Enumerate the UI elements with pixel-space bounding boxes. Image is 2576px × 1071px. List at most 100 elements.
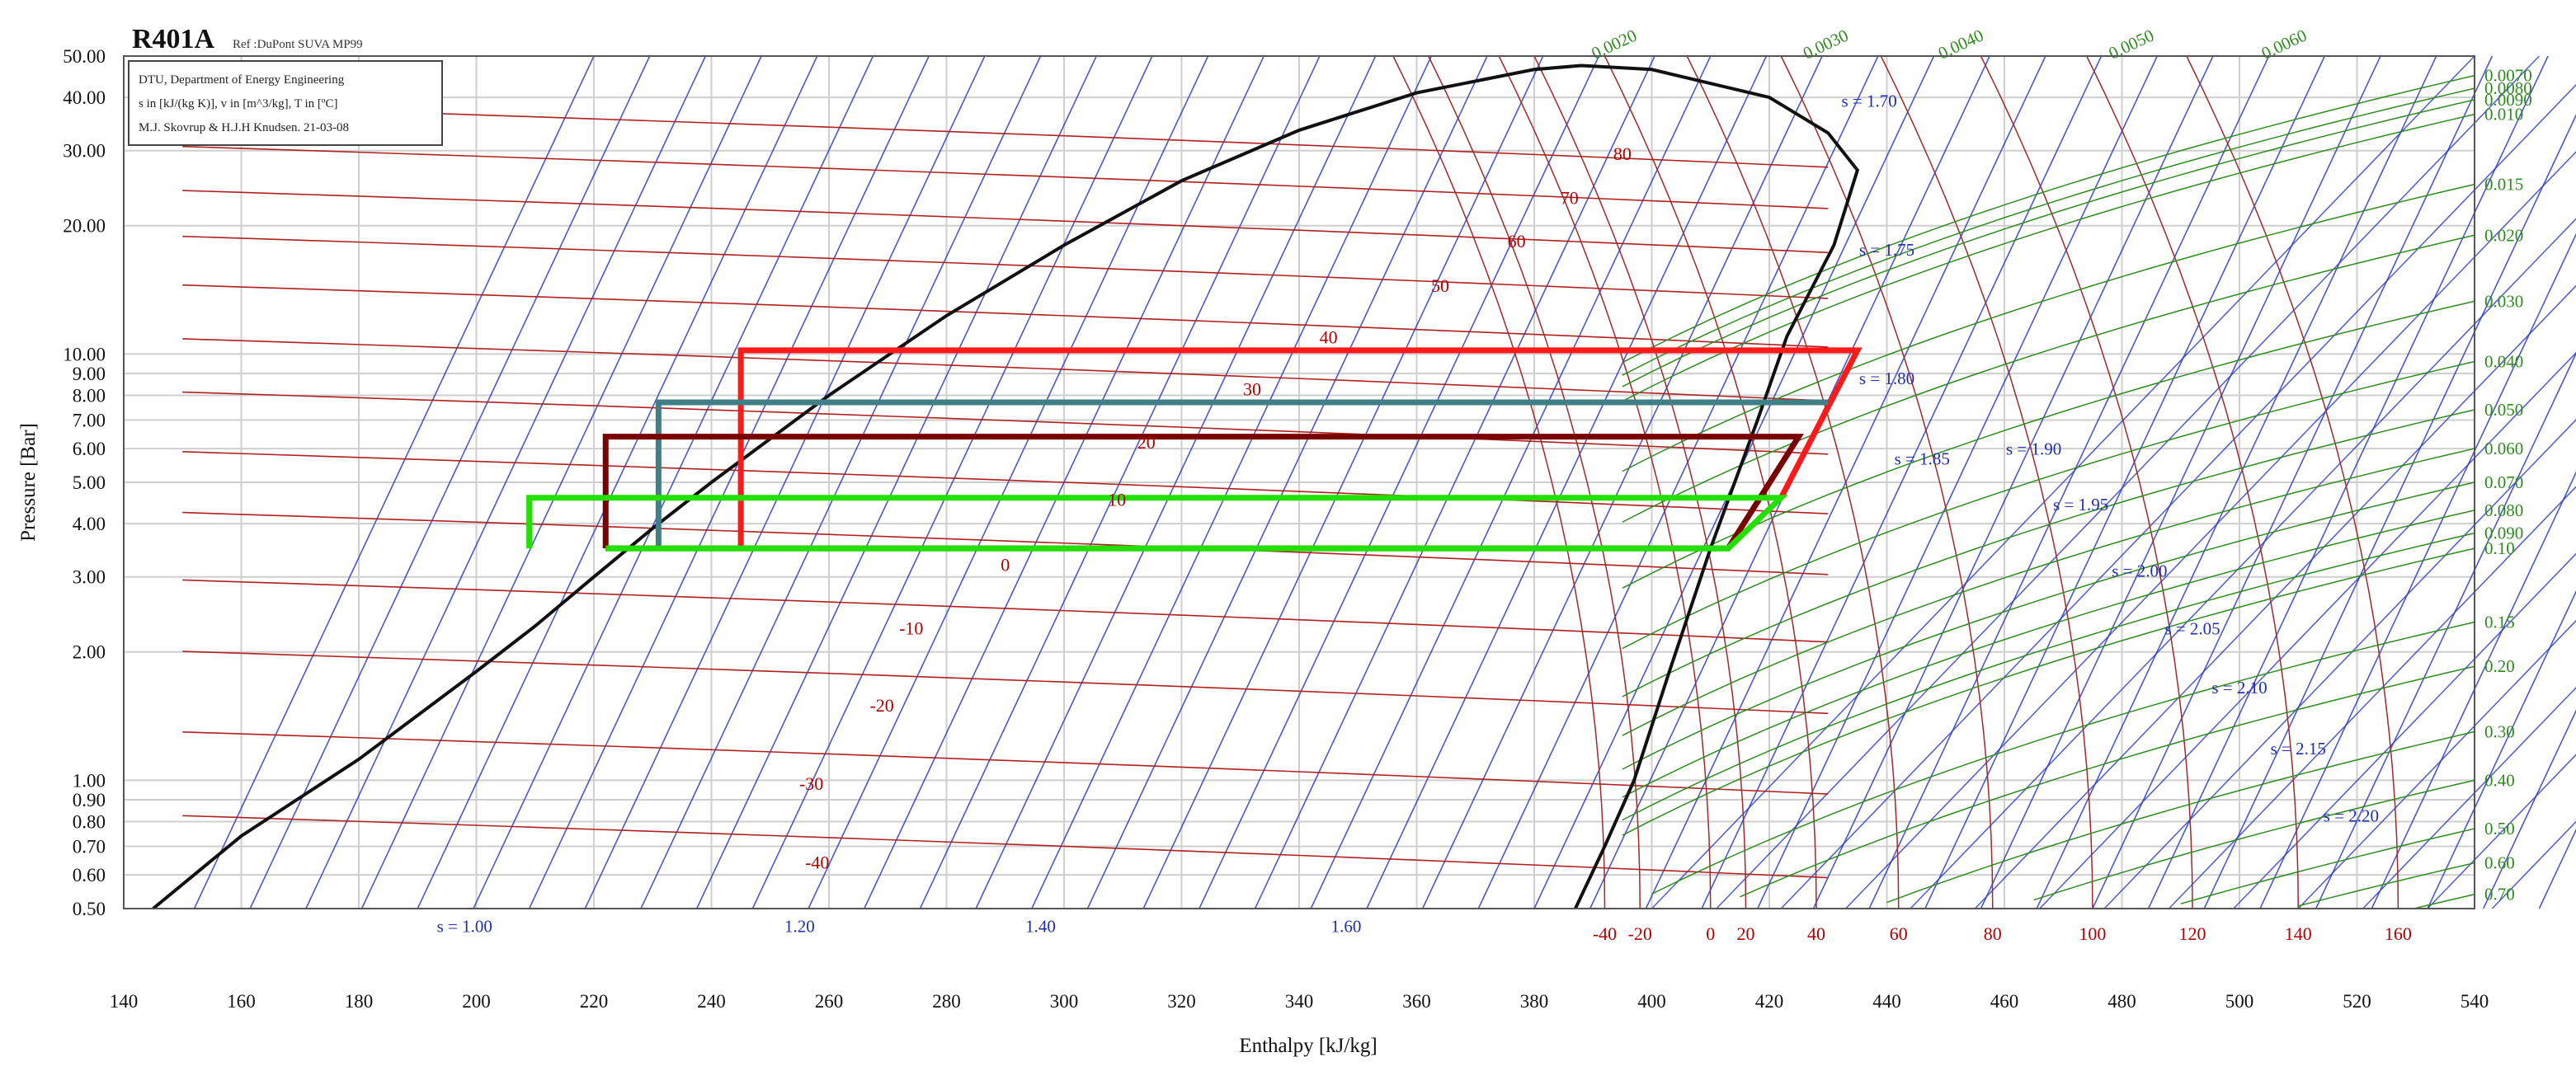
entropy-line xyxy=(1924,55,2326,909)
y-tick-label: 1.00 xyxy=(73,770,106,791)
entropy-line xyxy=(1651,55,2475,909)
superheat-temp-label: 120 xyxy=(2179,923,2206,944)
volume-label: 0.40 xyxy=(2484,770,2515,790)
isotherm-line xyxy=(182,338,1829,402)
cycle-path xyxy=(737,347,1863,549)
isotherm-line xyxy=(182,731,1829,795)
entropy-label: s = 1.85 xyxy=(1895,449,1950,469)
x-tick-label: 280 xyxy=(932,991,961,1012)
entropy-line xyxy=(249,55,651,909)
x-tick-label: 420 xyxy=(1755,991,1784,1012)
superheat-isotherm-line xyxy=(1880,55,2093,909)
x-tick-label: 200 xyxy=(462,991,491,1012)
entropy-line xyxy=(695,55,1097,909)
isotherm-line xyxy=(182,391,1829,455)
entropy-line xyxy=(1757,55,2158,909)
y-tick-label: 4.00 xyxy=(73,514,106,534)
volume-label: 0.070 xyxy=(2484,472,2523,492)
entropy-label: s = 1.70 xyxy=(1841,92,1896,111)
isotherm-line xyxy=(182,284,1829,348)
entropy-label: s = 1.95 xyxy=(2053,495,2108,514)
isotherm-label: 10 xyxy=(1108,490,1126,510)
axis-ticks: 140 160 180 200 220 240 260 280 300 320 340 360 380 4… xyxy=(63,46,2489,1012)
entropy-label: s = 1.00 xyxy=(437,917,492,937)
entropy-line xyxy=(1142,55,1544,909)
x-tick-label: 300 xyxy=(1050,991,1079,1012)
isotherm-line xyxy=(182,104,1829,168)
info-box: DTU, Department of Energy Engineering s … xyxy=(128,60,443,146)
entropy-label: 1.60 xyxy=(1331,917,1362,937)
x-tick-label: 520 xyxy=(2343,991,2371,1012)
volume-label: 0.060 xyxy=(2484,439,2523,458)
y-tick-label: 2.00 xyxy=(73,642,106,663)
y-tick-label: 0.80 xyxy=(73,811,106,832)
entropy-line xyxy=(1868,55,2270,909)
entropy-line xyxy=(1974,284,2576,909)
y-tick-label: 0.70 xyxy=(73,836,106,857)
entropy-line xyxy=(193,55,595,909)
volume-label: 0.015 xyxy=(2484,175,2523,195)
volume-label: 0.0090 xyxy=(2484,90,2532,110)
y-tick-label: 20.00 xyxy=(63,216,106,237)
volume-line xyxy=(1622,510,2475,798)
isotherm-label: 70 xyxy=(1561,187,1579,208)
entropy-label: s = 1.75 xyxy=(1859,240,1914,260)
volume-label: 0.70 xyxy=(2484,885,2515,904)
x-tick-label: 220 xyxy=(580,991,609,1012)
isotherm-label: 40 xyxy=(1320,326,1338,347)
volume-line xyxy=(1622,481,2475,770)
x-tick-label: 160 xyxy=(227,991,256,1012)
y-tick-label: 3.00 xyxy=(73,567,106,588)
entropy-line xyxy=(1199,55,1600,909)
volume-label: 0.50 xyxy=(2484,819,2515,838)
y-tick-label: 50.00 xyxy=(63,46,106,67)
volume-label: 0.080 xyxy=(2484,500,2523,520)
volume-line xyxy=(1622,74,2475,364)
entropy-line xyxy=(919,55,1321,909)
volume-label: 0.20 xyxy=(2484,656,2515,676)
entropy-label: 1.20 xyxy=(784,917,815,937)
isotherm-label: -20 xyxy=(869,695,893,716)
volume-label: 0.040 xyxy=(2484,352,2523,372)
volume-label: 0.020 xyxy=(2484,225,2523,245)
volume-label: 0.0060 xyxy=(2258,26,2310,63)
x-tick-label: 180 xyxy=(345,991,374,1012)
entropy-line xyxy=(2233,552,2576,909)
superheat-temp-label: 160 xyxy=(2385,923,2412,944)
entropy-line xyxy=(1845,151,2576,909)
volume-line xyxy=(2033,779,2475,901)
chart-title: R401A xyxy=(132,24,215,54)
entropy-label: s = 2.05 xyxy=(2164,618,2220,638)
entropy-label: s = 1.80 xyxy=(1859,369,1914,388)
superheat-temp-label: 40 xyxy=(1807,923,1825,944)
y-tick-label: 0.60 xyxy=(73,865,106,885)
entropy-line xyxy=(1716,55,2540,909)
volume-line xyxy=(1622,99,2475,388)
volume-line xyxy=(2415,893,2475,909)
volume-line xyxy=(1886,730,2475,904)
y-axis-label: Pressure [Bar] xyxy=(17,423,40,542)
y-tick-label: 7.00 xyxy=(73,410,106,430)
chart-subtitle: Ref :DuPont SUVA MP99 xyxy=(233,38,363,51)
volume-label: 0.0050 xyxy=(2106,26,2157,63)
volume-line xyxy=(1622,547,2475,836)
isotherm-line xyxy=(182,451,1829,514)
entropy-line xyxy=(1031,55,1433,909)
property-lines xyxy=(182,55,2576,909)
volume-label: 0.010 xyxy=(2484,105,2523,124)
cycle-path xyxy=(602,434,1804,552)
superheat-temp-label: 80 xyxy=(1984,923,2002,944)
entropy-line xyxy=(2168,486,2576,909)
superheat-isotherm-line xyxy=(1780,55,1994,909)
entropy-line xyxy=(2147,55,2549,909)
x-tick-label: 260 xyxy=(815,991,844,1012)
y-tick-label: 8.00 xyxy=(73,385,106,406)
x-tick-label: 360 xyxy=(1402,991,1431,1012)
entropy-line xyxy=(2482,709,2576,909)
entropy-line xyxy=(1780,83,2576,909)
entropy-line xyxy=(1366,55,1768,909)
superheat-isotherm-line xyxy=(1686,55,1900,909)
y-tick-label: 10.00 xyxy=(63,344,106,364)
isotherm-label: 30 xyxy=(1243,378,1261,399)
